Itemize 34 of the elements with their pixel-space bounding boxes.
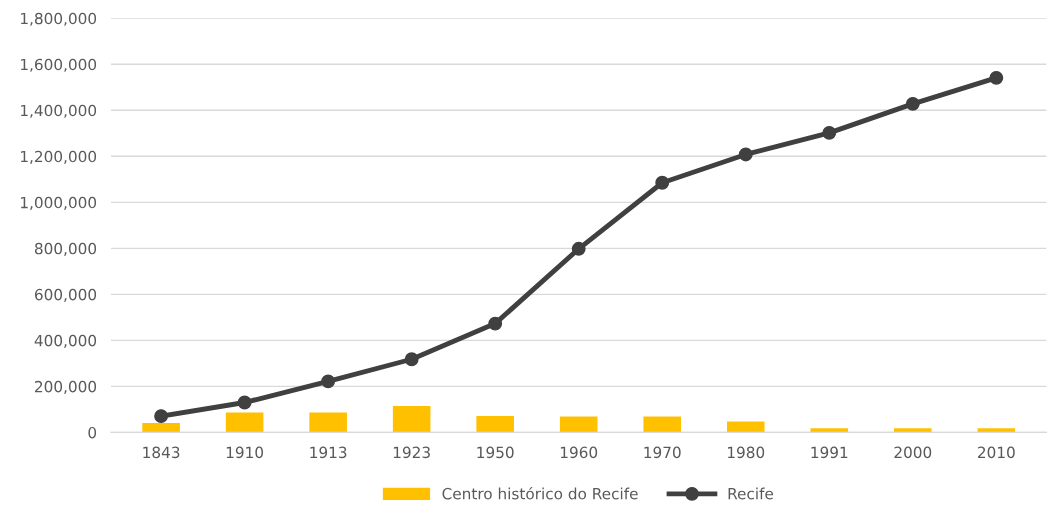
x-tick-label: 1980: [727, 446, 765, 459]
x-tick-label: 2010: [978, 446, 1015, 459]
y-tick-label: 1,400,000: [21, 104, 97, 118]
point: [571, 241, 586, 256]
legend-label: Centro histórico do Recife: [442, 486, 638, 500]
point: [989, 70, 1004, 85]
y-tick-label: 1,800,000: [21, 12, 97, 26]
x-tick-label: 1913: [310, 446, 347, 459]
point: [905, 96, 920, 111]
y-tick-label: 400,000: [34, 334, 97, 348]
x-tick-label: 1843: [143, 446, 180, 459]
point: [488, 316, 503, 331]
y-tick-label: 800,000: [34, 242, 97, 256]
point: [404, 352, 419, 367]
y-tick-label: 1,000,000: [21, 196, 97, 210]
y-tick-label: 0: [88, 426, 97, 439]
y-tick-label: 1,200,000: [21, 150, 97, 164]
point: [237, 395, 252, 410]
y-tick-label: 200,000: [35, 380, 97, 394]
y-tick-label: 600,000: [34, 288, 97, 302]
x-tick-label: 1991: [811, 446, 848, 459]
point: [655, 175, 670, 190]
x-tick-label: 2000: [894, 446, 932, 459]
x-tick-label: 1923: [393, 446, 430, 459]
point: [822, 125, 837, 140]
y-tick-label: 1,600,000: [21, 58, 97, 72]
x-tick-label: 1960: [560, 446, 598, 459]
point: [321, 374, 336, 389]
point: [738, 147, 753, 162]
point: [154, 409, 169, 424]
legend-label: Recife: [728, 487, 774, 500]
x-tick-label: 1970: [644, 446, 681, 459]
x-tick-label: 1910: [226, 446, 264, 459]
x-tick-label: 1950: [477, 446, 514, 459]
